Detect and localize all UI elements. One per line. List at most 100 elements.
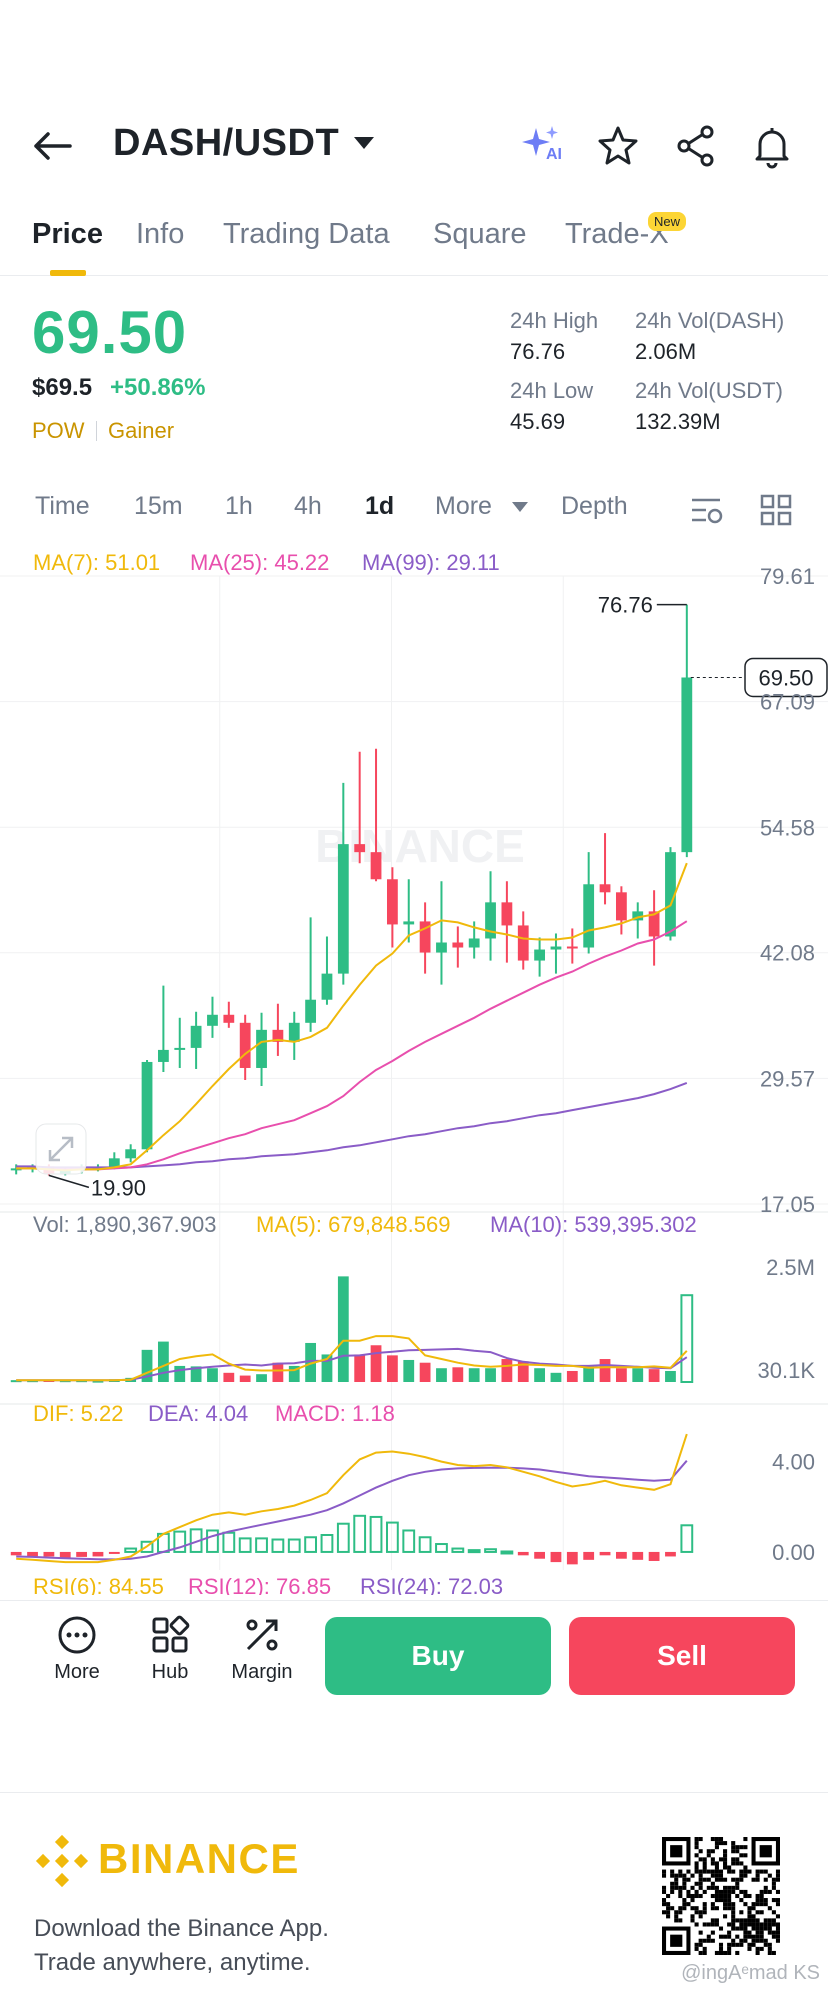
- interval-1d[interactable]: 1d: [365, 492, 395, 520]
- bell-icon[interactable]: [748, 122, 796, 170]
- macd-histogram-bar: [680, 1524, 694, 1553]
- tag-gainer[interactable]: Gainer: [108, 418, 175, 443]
- volume-bar: [452, 1367, 464, 1382]
- volume-bar: [566, 1370, 578, 1382]
- tab-info[interactable]: Info: [136, 218, 185, 250]
- candle-body: [419, 921, 431, 953]
- macd-histogram-bar: [320, 1534, 334, 1553]
- margin-label: Margin: [231, 1661, 293, 1683]
- author-watermark: @ingAᵉmad KS: [681, 1962, 820, 1984]
- volume-tick-label: 30.1K: [758, 1358, 816, 1383]
- legend-ma7: MA(7): 51.01: [33, 550, 160, 575]
- candle-body: [632, 911, 644, 921]
- legend-rsi12: RSI(12): 76.85: [188, 1574, 331, 1595]
- price-tick-label: 67.09: [760, 690, 815, 715]
- kline-chart[interactable]: BINANCE 76.76 19.90 69.50 2.5M 30.1K 4.00 0.…: [0, 540, 828, 1595]
- buy-button[interactable]: Buy: [325, 1617, 551, 1695]
- more-button[interactable]: More: [37, 1615, 117, 1684]
- macd-histogram-bar: [534, 1551, 546, 1559]
- pair-title[interactable]: DASH/USDT: [113, 122, 340, 164]
- ma7-line: [16, 862, 688, 1172]
- price-tick-label: 29.57: [760, 1066, 815, 1091]
- tag-pow[interactable]: POW: [32, 418, 85, 443]
- ai-label: AI: [546, 146, 562, 163]
- interval-more[interactable]: More: [435, 492, 492, 520]
- candle-body: [174, 1047, 186, 1050]
- legend-dif: DIF: 5.22: [33, 1401, 123, 1426]
- share-icon[interactable]: [672, 122, 720, 170]
- caret-down-icon[interactable]: [512, 502, 528, 512]
- macd-histogram-bar: [10, 1551, 22, 1556]
- volume-bar: [550, 1372, 562, 1382]
- candle-body: [485, 902, 496, 939]
- candle-body: [125, 1149, 137, 1159]
- back-arrow-icon[interactable]: [30, 126, 74, 166]
- volume-bar: [599, 1359, 611, 1382]
- candle-body: [452, 942, 464, 948]
- binance-wordmark: BINANCE: [98, 1835, 300, 1882]
- interval-time[interactable]: Time: [35, 492, 90, 520]
- macd-histogram-bar: [287, 1538, 301, 1553]
- hub-label: Hub: [151, 1661, 189, 1683]
- margin-button[interactable]: Margin: [222, 1615, 302, 1684]
- download-qr-code[interactable]: [662, 1837, 780, 1955]
- candle-body: [354, 844, 366, 853]
- candle-body: [321, 973, 333, 1000]
- indicator-settings-icon[interactable]: [690, 494, 724, 526]
- interval-1h[interactable]: 1h: [225, 492, 253, 520]
- macd-tick-label: 4.00: [772, 1450, 815, 1475]
- interval-4h[interactable]: 4h: [294, 492, 322, 520]
- macd-histogram-bar: [336, 1522, 350, 1553]
- tab-trading-data[interactable]: Trading Data: [223, 218, 390, 250]
- macd-histogram-bar: [173, 1530, 187, 1553]
- caret-down-icon[interactable]: [353, 136, 375, 150]
- app-header: DASH/USDT AI: [0, 110, 828, 180]
- candle-body: [550, 946, 562, 950]
- candle-body: [288, 1022, 300, 1042]
- macd-histogram-bar: [418, 1536, 432, 1553]
- volume-bar: [665, 1370, 676, 1382]
- macd-histogram-bar: [255, 1537, 268, 1553]
- candle-body: [223, 1014, 235, 1023]
- candle-body: [517, 925, 529, 961]
- high-value: 76.76: [510, 339, 566, 364]
- macd-histogram-bar: [599, 1551, 611, 1556]
- candle-body: [468, 938, 480, 948]
- volume-bar: [615, 1368, 627, 1382]
- legend-dea: DEA: 4.04: [148, 1401, 248, 1426]
- macd-histogram-bar: [484, 1548, 497, 1553]
- candle-body: [10, 1168, 22, 1171]
- tab-square[interactable]: Square: [433, 218, 527, 250]
- volume-bar: [680, 1294, 694, 1384]
- macd-histogram-bar: [124, 1547, 138, 1553]
- volume-bar: [157, 1341, 169, 1382]
- fullscreen-icon[interactable]: [35, 1123, 87, 1175]
- interval-depth[interactable]: Depth: [561, 492, 628, 520]
- macd-histogram-bar: [238, 1537, 252, 1553]
- interval-15m[interactable]: 15m: [134, 492, 183, 520]
- hub-button[interactable]: Hub: [130, 1615, 210, 1684]
- layout-grid-icon[interactable]: [760, 494, 792, 526]
- macd-histogram-bar: [402, 1529, 416, 1553]
- candle-body: [108, 1158, 120, 1168]
- macd-histogram-bar: [648, 1551, 660, 1561]
- star-icon[interactable]: [594, 122, 642, 170]
- more-label: More: [54, 1661, 100, 1683]
- ai-sparkle-icon[interactable]: AI: [518, 122, 566, 170]
- macd-histogram-bar: [140, 1540, 154, 1553]
- vol-base-label: 24h Vol(DASH): [635, 308, 785, 333]
- macd-histogram-bar: [369, 1515, 383, 1553]
- volume-bar: [501, 1359, 513, 1382]
- dea-line: [16, 1460, 688, 1561]
- candle-body: [272, 1029, 284, 1042]
- candle-body: [141, 1061, 153, 1150]
- volume-bar: [386, 1355, 398, 1382]
- macd-histogram-bar: [108, 1551, 120, 1554]
- macd-histogram-bar: [43, 1551, 55, 1557]
- tab-price[interactable]: Price: [32, 218, 103, 250]
- price-change: +50.86%: [110, 374, 206, 401]
- candle-body: [157, 1049, 169, 1062]
- sell-button[interactable]: Sell: [569, 1617, 795, 1695]
- volume-bar: [223, 1372, 235, 1382]
- price-tick-label: 42.08: [760, 941, 815, 966]
